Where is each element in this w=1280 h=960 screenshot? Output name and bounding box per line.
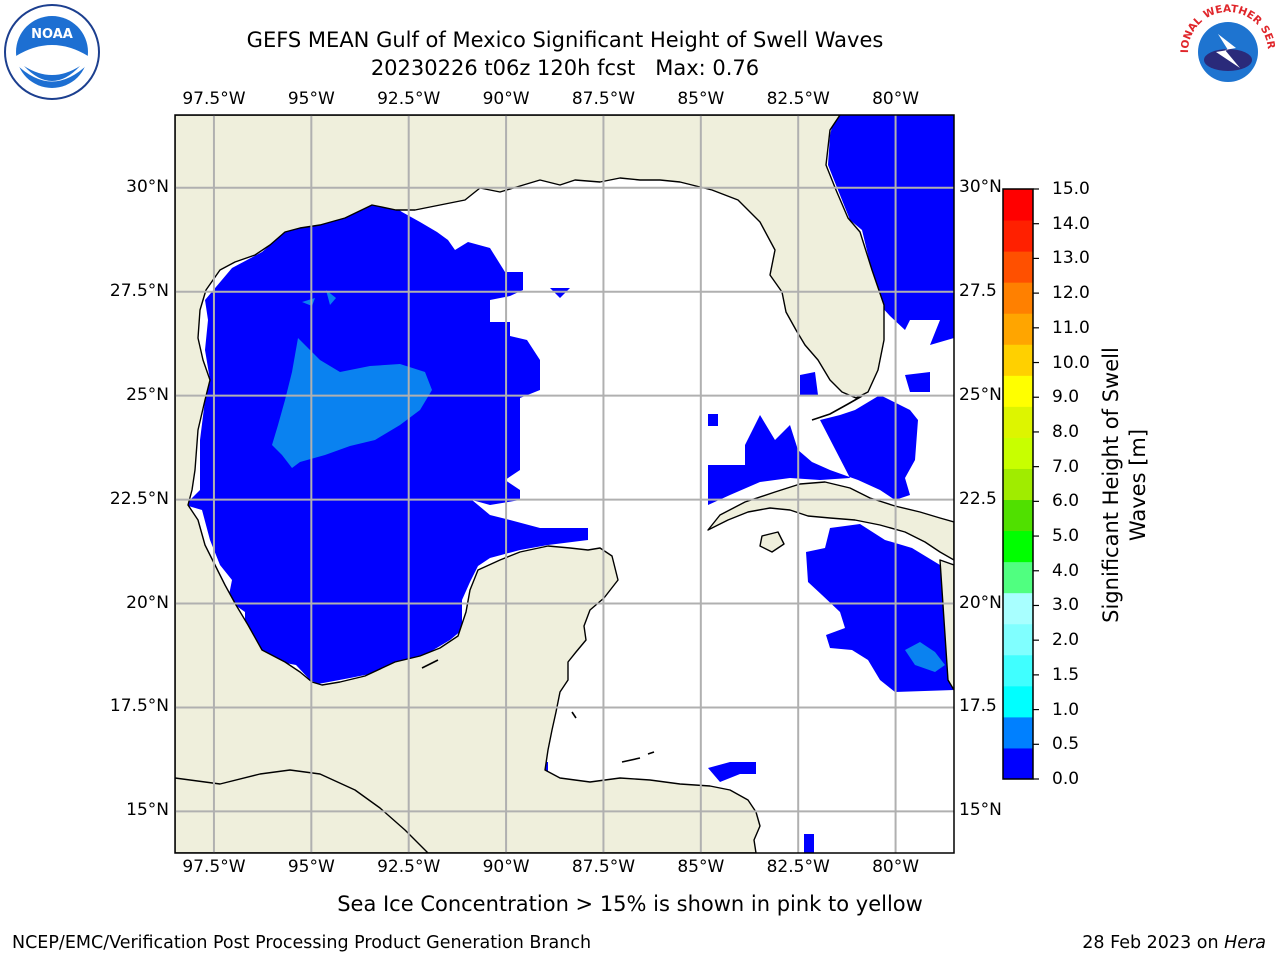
footer-host: Hera [1224,933,1266,953]
colorbar-tick-label: 4.0 [1052,560,1080,581]
colorbar-bin [1003,747,1033,780]
colorbar-tick-label: 7.0 [1052,456,1080,477]
colorbar-bin [1003,468,1033,501]
lat-tick-label-left: 20°N [126,592,169,613]
chart-subtitle: 20230226 t06z 120h fcst Max: 0.76 [370,56,760,80]
lat-tick-label-right: 17.5 [959,696,997,717]
lon-tick-label: 95°W [287,89,335,109]
lon-tick-label: 97.5°W [182,89,246,109]
lat-tick-label-left: 17.5°N [109,696,169,717]
colorbar-bin [1003,313,1033,345]
lon-tick-label: 87.5°W [571,89,636,109]
lat-tick-label-left: 22.5°N [109,488,169,509]
lat-tick-label-left: 27.5°N [109,280,169,301]
map-content [175,115,954,853]
colorbar-bin [1003,716,1033,749]
lon-tick-label: 92.5°W [377,89,441,109]
colorbar-tick-label: 1.0 [1052,699,1080,720]
footer-date: 28 Feb 2023 on [1082,933,1225,953]
lon-tick-label: 90°W [482,89,530,109]
colorbar-tick-label: 14.0 [1052,213,1090,234]
lon-tick-label: 95°W [287,857,335,877]
lon-tick-label: 85°W [677,89,725,109]
lat-tick-label-left: 25°N [126,384,169,405]
colorbar-frame [1002,188,1034,780]
colorbar-tick-label: 0.0 [1052,769,1080,789]
colorbar-tick-label: 9.0 [1052,387,1080,408]
colorbar-tick-label: 13.0 [1052,248,1090,269]
swell-atlantic [828,115,954,345]
colorbar-tick-label: 6.0 [1052,491,1080,512]
lon-tick-label: 80°W [872,857,920,877]
colorbar-bin [1003,437,1033,469]
colorbar-bin [1003,344,1033,376]
colorbar-tick-label: 0.5 [1052,734,1080,755]
svg-text:NOAA: NOAA [31,27,73,42]
colorbar-tick-label: 2.0 [1052,630,1080,651]
nws-logo: NATIONAL WEATHER SERVICE [1174,0,1278,100]
colorbar-tick-label: 12.0 [1052,283,1090,304]
graticule [175,115,954,853]
swell-caribbean-light [905,642,945,672]
lat-tick-label-right: 20°N [959,592,1002,613]
lat-tick-label-left: 30°N [126,176,169,197]
lat-tick-label-right: 15°N [959,800,1002,821]
colorbar-label: Significant Height of Swell Waves [m] [1098,285,1158,685]
colorbar-bin [1003,654,1033,687]
footer-left: NCEP/EMC/Verification Post Processing Pr… [12,933,592,953]
lat-tick-label-left: 15°N [126,800,169,821]
colorbar-bin [1003,375,1033,407]
footer-right: 28 Feb 2023 on Hera [1082,933,1266,953]
colorbar-bin [1003,282,1033,314]
colorbar-tick-label: 8.0 [1052,421,1080,442]
colorbar-bin [1003,623,1033,656]
lon-tick-label: 97.5°W [182,857,246,877]
swell-western-gulf [185,195,588,684]
lat-tick-label-right: 25°N [959,384,1002,405]
land-isla-juventud [759,531,785,553]
lon-tick-label: 85°W [677,857,725,877]
lon-tick-label: 82.5°W [766,89,830,109]
land-us-gulf-coast [175,115,885,853]
lat-tick-label-right: 27.5 [959,280,997,301]
colorbar-bin [1003,406,1033,438]
colorbar-tick-label: 10.0 [1052,352,1090,373]
land [175,115,954,853]
colorbar-tick-label: 3.0 [1052,595,1080,616]
lat-tick-label-right: 22.5 [959,488,997,509]
colorbar-tick-label: 11.0 [1052,317,1090,338]
colorbar-tick-label: 5.0 [1052,526,1080,547]
lon-tick-label: 92.5°W [377,857,441,877]
lat-tick-label-right: 30°N [959,176,1002,197]
colorbar-bin [1003,499,1033,532]
swell-straits [708,395,918,505]
land-cuba [707,481,954,561]
colorbar-bin [1003,530,1033,563]
sea-ice-caption: Sea Ice Concentration > 15% is shown in … [337,892,923,916]
chart-title: GEFS MEAN Gulf of Mexico Significant Hei… [246,28,884,52]
colorbar-bin [1003,189,1033,221]
lon-tick-label: 90°W [482,857,530,877]
lon-tick-label: 80°W [872,89,920,109]
colorbar-label-line1: Significant Height of Swell [1099,347,1123,623]
colorbar-bin [1003,220,1033,252]
colorbar-bin [1003,592,1033,625]
colorbar-label-line2: Waves [m] [1126,428,1150,542]
colorbar-bin [1003,685,1033,718]
noaa-logo: NOAA [2,4,102,102]
islands [421,395,863,763]
colorbar-bin [1003,561,1033,594]
colorbar-tick-label: 15.0 [1052,179,1090,199]
colorbar-bin [1003,251,1033,283]
colorbar [1002,188,1039,780]
land-haiti [939,559,954,691]
lon-tick-label: 82.5°W [766,857,830,877]
map-frame [174,114,955,854]
lon-tick-label: 87.5°W [571,857,636,877]
swell-atlantic-2 [800,372,930,395]
colorbar-tick-label: 1.5 [1052,664,1080,685]
